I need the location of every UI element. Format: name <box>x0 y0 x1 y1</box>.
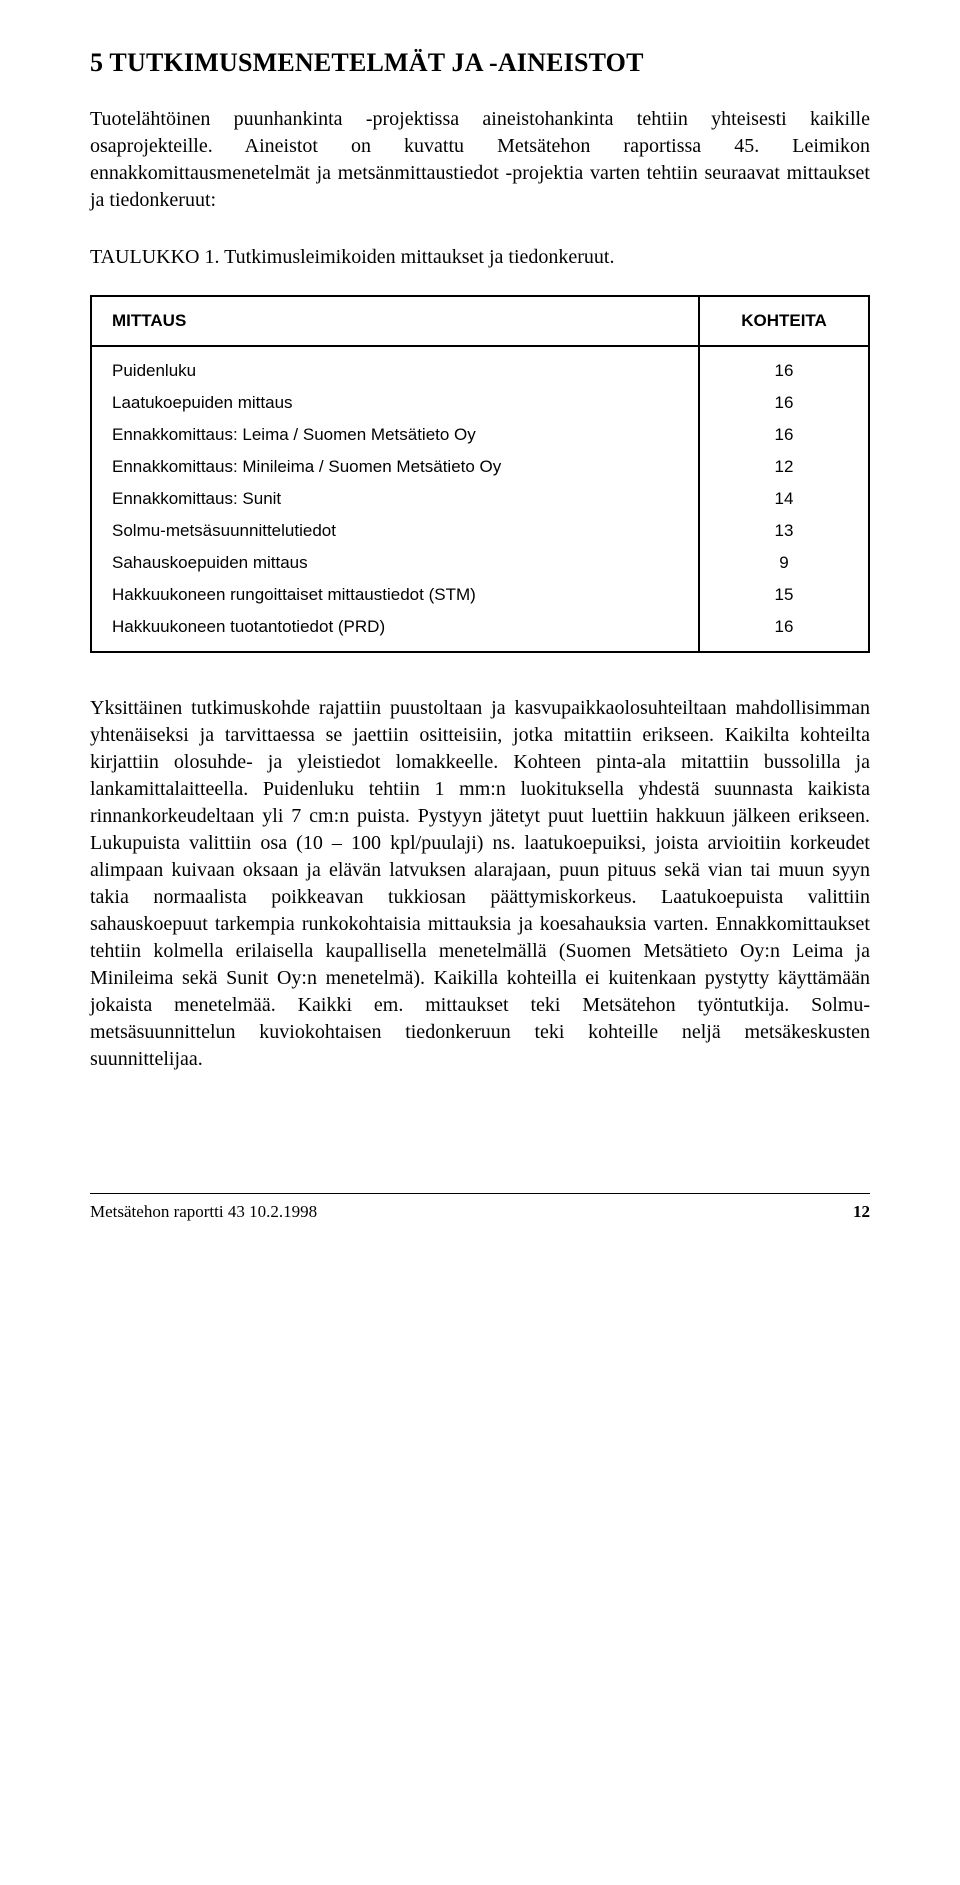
table-cell-label: Hakkuukoneen rungoittaiset mittaustiedot… <box>92 579 698 611</box>
main-paragraph: Yksittäinen tutkimuskohde rajattiin puus… <box>90 695 870 1073</box>
table-row: Ennakkomittaus: Minileima / Suomen Metsä… <box>92 451 868 483</box>
intro-paragraph: Tuotelähtöinen puunhankinta -projektissa… <box>90 106 870 214</box>
table-caption: TAULUKKO 1. Tutkimusleimikoiden mittauks… <box>90 244 870 271</box>
table-cell-label: Ennakkomittaus: Sunit <box>92 483 698 515</box>
table-cell-value: 9 <box>698 547 868 579</box>
table-cell-value: 16 <box>698 347 868 387</box>
table-row: Sahauskoepuiden mittaus9 <box>92 547 868 579</box>
table-cell-value: 12 <box>698 451 868 483</box>
measurements-table: MITTAUS KOHTEITA Puidenluku16Laatukoepui… <box>90 295 870 653</box>
page-footer: Metsätehon raportti 43 10.2.1998 12 <box>90 1193 870 1222</box>
table-header-kohteita: KOHTEITA <box>698 297 868 347</box>
table-row: Laatukoepuiden mittaus16 <box>92 387 868 419</box>
table-header-row: MITTAUS KOHTEITA <box>92 297 868 347</box>
table-cell-label: Sahauskoepuiden mittaus <box>92 547 698 579</box>
table-cell-label: Ennakkomittaus: Leima / Suomen Metsätiet… <box>92 419 698 451</box>
table-row: Puidenluku16 <box>92 347 868 387</box>
section-heading: 5 TUTKIMUSMENETELMÄT JA -AINEISTOT <box>90 48 870 78</box>
footer-left-text: Metsätehon raportti 43 10.2.1998 <box>90 1202 317 1222</box>
table-row: Solmu-metsäsuunnittelutiedot13 <box>92 515 868 547</box>
table-row: Hakkuukoneen tuotantotiedot (PRD)16 <box>92 611 868 651</box>
table-row: Hakkuukoneen rungoittaiset mittaustiedot… <box>92 579 868 611</box>
table-cell-value: 15 <box>698 579 868 611</box>
table-row: Ennakkomittaus: Leima / Suomen Metsätiet… <box>92 419 868 451</box>
table-cell-value: 16 <box>698 611 868 651</box>
table-header-mittaus: MITTAUS <box>92 297 698 347</box>
table-cell-label: Hakkuukoneen tuotantotiedot (PRD) <box>92 611 698 651</box>
footer-page-number: 12 <box>853 1202 870 1222</box>
table-cell-label: Puidenluku <box>92 347 698 387</box>
table-cell-label: Laatukoepuiden mittaus <box>92 387 698 419</box>
table-cell-value: 14 <box>698 483 868 515</box>
table-cell-value: 16 <box>698 387 868 419</box>
table-cell-label: Solmu-metsäsuunnittelutiedot <box>92 515 698 547</box>
table-row: Ennakkomittaus: Sunit14 <box>92 483 868 515</box>
table-cell-value: 13 <box>698 515 868 547</box>
table-cell-label: Ennakkomittaus: Minileima / Suomen Metsä… <box>92 451 698 483</box>
table-cell-value: 16 <box>698 419 868 451</box>
